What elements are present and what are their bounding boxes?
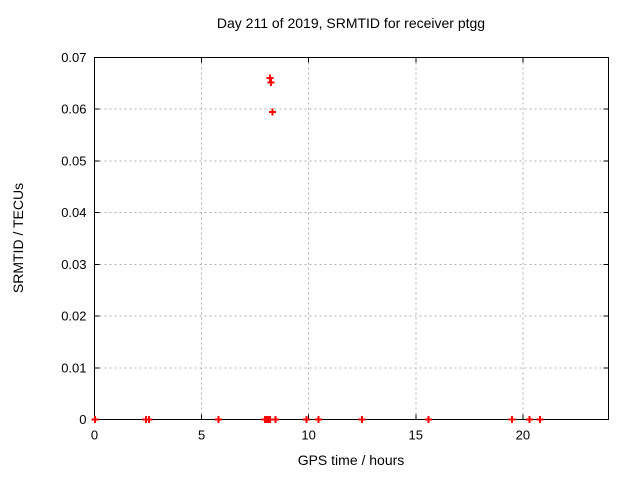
x-tick-label: 0 <box>91 428 98 443</box>
y-tick-label: 0.07 <box>61 50 86 65</box>
y-tick-label: 0.06 <box>61 102 86 117</box>
y-tick-label: 0.05 <box>61 153 86 168</box>
y-tick-label: 0 <box>79 412 86 427</box>
y-tick-label: 0.01 <box>61 360 86 375</box>
y-tick-label: 0.03 <box>61 257 86 272</box>
x-axis-label: GPS time / hours <box>297 452 405 468</box>
y-tick-label: 0.04 <box>61 205 86 220</box>
x-tick-label: 10 <box>301 428 315 443</box>
x-tick-label: 20 <box>516 428 530 443</box>
x-tick-label: 15 <box>409 428 423 443</box>
chart-title: Day 211 of 2019, SRMTID for receiver ptg… <box>216 15 486 31</box>
x-tick-label: 5 <box>198 428 205 443</box>
y-tick-label: 0.02 <box>61 309 86 324</box>
plot-border <box>94 57 609 420</box>
